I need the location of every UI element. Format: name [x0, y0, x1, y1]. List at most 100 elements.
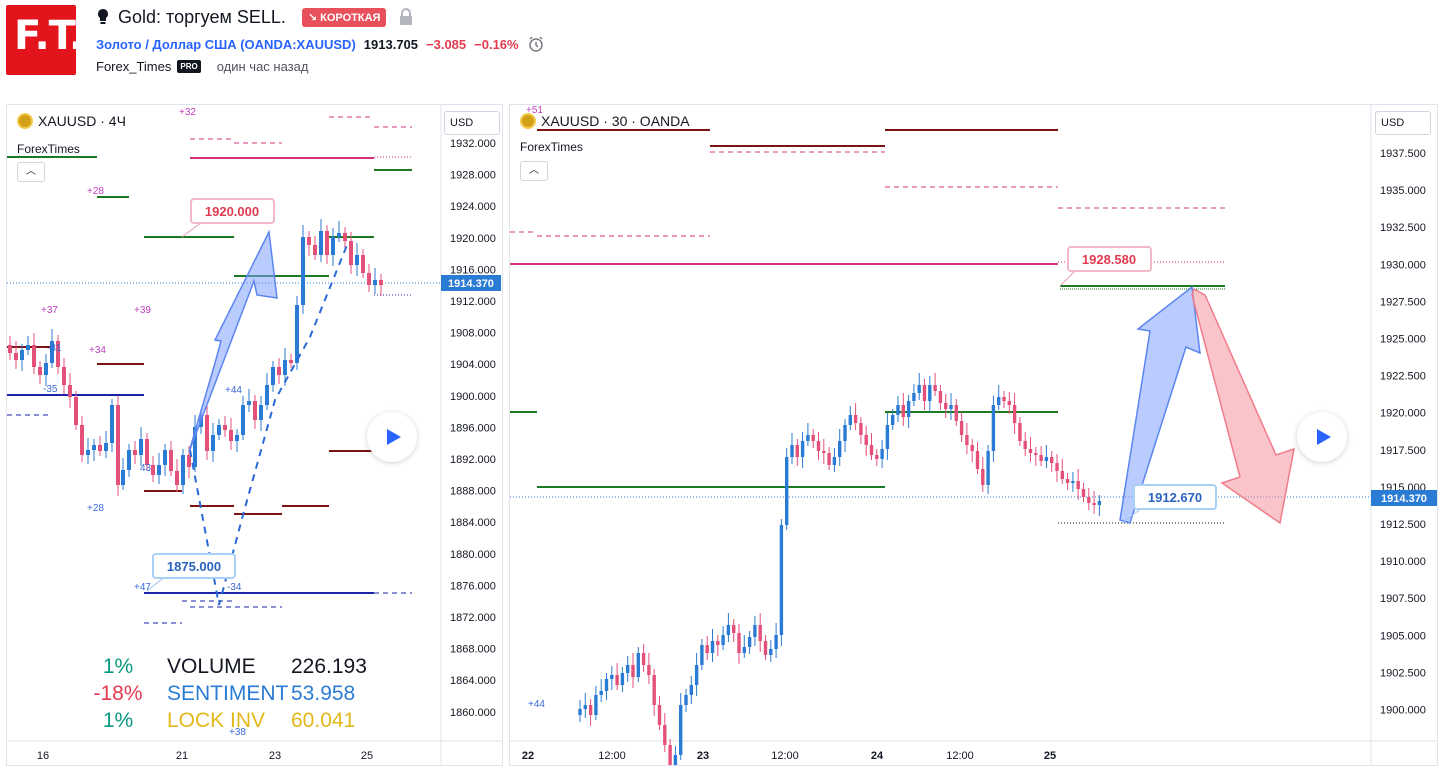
currency-select-4h[interactable]: USD [444, 111, 500, 135]
price-tick-label: 1880.000 [450, 549, 496, 561]
candle-body [626, 665, 630, 673]
stat-pct: -18% [93, 682, 143, 705]
candle-body [843, 425, 847, 441]
chart-30m-canvas[interactable]: 1937.500 1935.000 1932.500 1930.000 1927.500… [510, 105, 1438, 766]
chart-panel-4h[interactable]: 1932.000 1928.000 1924.000 1920.000 1916.000… [6, 104, 503, 766]
mini-label: -34 [227, 582, 242, 593]
candle-body [721, 635, 725, 645]
candle-body [355, 255, 359, 265]
candle-body [367, 273, 371, 285]
short-badge: ↘ КОРОТКАЯ [301, 7, 387, 27]
stat-label: SENTIMENT [167, 682, 289, 705]
price-tick-label: 1908.000 [450, 328, 496, 340]
price-tick-label: 1928.000 [450, 170, 496, 182]
gold-coin-icon [520, 113, 536, 129]
price-tick-label: 1902.500 [1380, 667, 1426, 679]
indicator-label-30m[interactable]: ForexTimes [520, 140, 583, 154]
candle-body [151, 465, 155, 475]
candle-body [790, 445, 794, 457]
candle-body [104, 443, 108, 451]
candle-body [763, 641, 768, 655]
candle-body [1034, 453, 1038, 455]
mini-label: +37 [41, 305, 58, 316]
mini-label: +34 [89, 345, 106, 356]
candle-body [906, 401, 911, 417]
candle-body [127, 450, 131, 470]
candle-body [949, 405, 953, 409]
candle-body [20, 350, 24, 360]
candle-body [965, 435, 969, 445]
candle-body [1012, 405, 1017, 423]
play-button-4h[interactable] [367, 412, 417, 462]
indicator-label-4h[interactable]: ForexTimes [17, 142, 80, 156]
time-tick-label: 21 [176, 750, 188, 762]
play-button-30m[interactable] [1297, 412, 1347, 462]
candle-body [891, 415, 895, 425]
candle-body [795, 445, 799, 457]
chart-panel-30m[interactable]: 1937.500 1935.000 1932.500 1930.000 1927.500… [509, 104, 1438, 766]
symbol-link[interactable]: Золото / Доллар США (OANDA:XAUUSD) [96, 36, 356, 52]
chart-4h-canvas[interactable]: 1932.000 1928.000 1924.000 1920.000 1916.000… [7, 105, 503, 766]
author-name[interactable]: Forex_Times [96, 59, 172, 74]
candle-body [14, 353, 18, 360]
candle-body [1002, 397, 1006, 401]
candle-body [684, 695, 688, 705]
price-tick-label: 1912.500 [1380, 519, 1426, 531]
current-price: 1913.705 [363, 36, 419, 52]
candle-body [92, 445, 96, 450]
candle-body [1044, 457, 1049, 461]
bulb-icon [98, 9, 108, 24]
symbol-label-30m[interactable]: XAUUSD · 30 · OANDA [520, 113, 690, 129]
dashed-levels-4h [7, 116, 412, 624]
candle-body [1039, 455, 1043, 461]
price-tick-label: 1892.000 [450, 454, 496, 466]
candle-body [933, 385, 937, 391]
time-tick-label: 23 [697, 750, 709, 762]
candle-body [289, 360, 293, 363]
candle-body [1050, 457, 1054, 463]
candle-body [737, 633, 741, 653]
price-tick-label: 1904.000 [450, 359, 496, 371]
candle-body [1076, 481, 1080, 489]
candle-body [652, 675, 656, 705]
candle-body [811, 435, 815, 441]
candle-body [769, 649, 773, 655]
pro-badge: PRO [177, 60, 201, 73]
candle-body [283, 360, 287, 375]
candle-body [1087, 497, 1091, 503]
symbol-label-4h[interactable]: XAUUSD · 4Ч [17, 113, 126, 129]
candle-body [74, 397, 78, 425]
stat-pct: 1% [102, 655, 134, 678]
forex-times-logo[interactable]: F.T. [6, 5, 84, 75]
alarm-clock-icon[interactable] [527, 35, 545, 53]
candle-body [588, 705, 593, 715]
mini-label: +44 [225, 385, 242, 396]
candle-body [1018, 423, 1022, 441]
candle-body [253, 401, 257, 420]
symbol-4h-text: XAUUSD · 4Ч [38, 113, 126, 129]
candle-body [816, 441, 821, 451]
idea-title: Gold: торгуем SELL. [118, 6, 286, 27]
candle-body [578, 709, 582, 715]
candle-body [319, 231, 323, 255]
price-tick-label: 1932.500 [1380, 222, 1426, 234]
candle-body [271, 367, 275, 385]
time-tick-label: 12:00 [598, 750, 626, 762]
collapse-button-4h[interactable]: ︿ [17, 162, 45, 182]
candle-body [80, 425, 84, 455]
price-tag-30m [1371, 490, 1437, 506]
mini-labels-30m: +51 +44 [526, 105, 545, 710]
candle-body [663, 725, 667, 745]
price-tick-label: 1920.000 [1380, 408, 1426, 420]
price-tick-label: 1920.000 [450, 233, 496, 245]
currency-select-30m[interactable]: USD [1375, 111, 1431, 135]
candle-body [1065, 479, 1070, 483]
candle-body [859, 423, 863, 435]
callout-high-text: 1920.000 [205, 204, 259, 219]
collapse-button-30m[interactable]: ︿ [520, 161, 548, 181]
candle-body [896, 405, 900, 415]
stats-row-sentiment: -18% SENTIMENT 53.958 [69, 680, 367, 707]
mini-label: +39 [134, 305, 151, 316]
stat-pct: 1% [102, 709, 134, 732]
